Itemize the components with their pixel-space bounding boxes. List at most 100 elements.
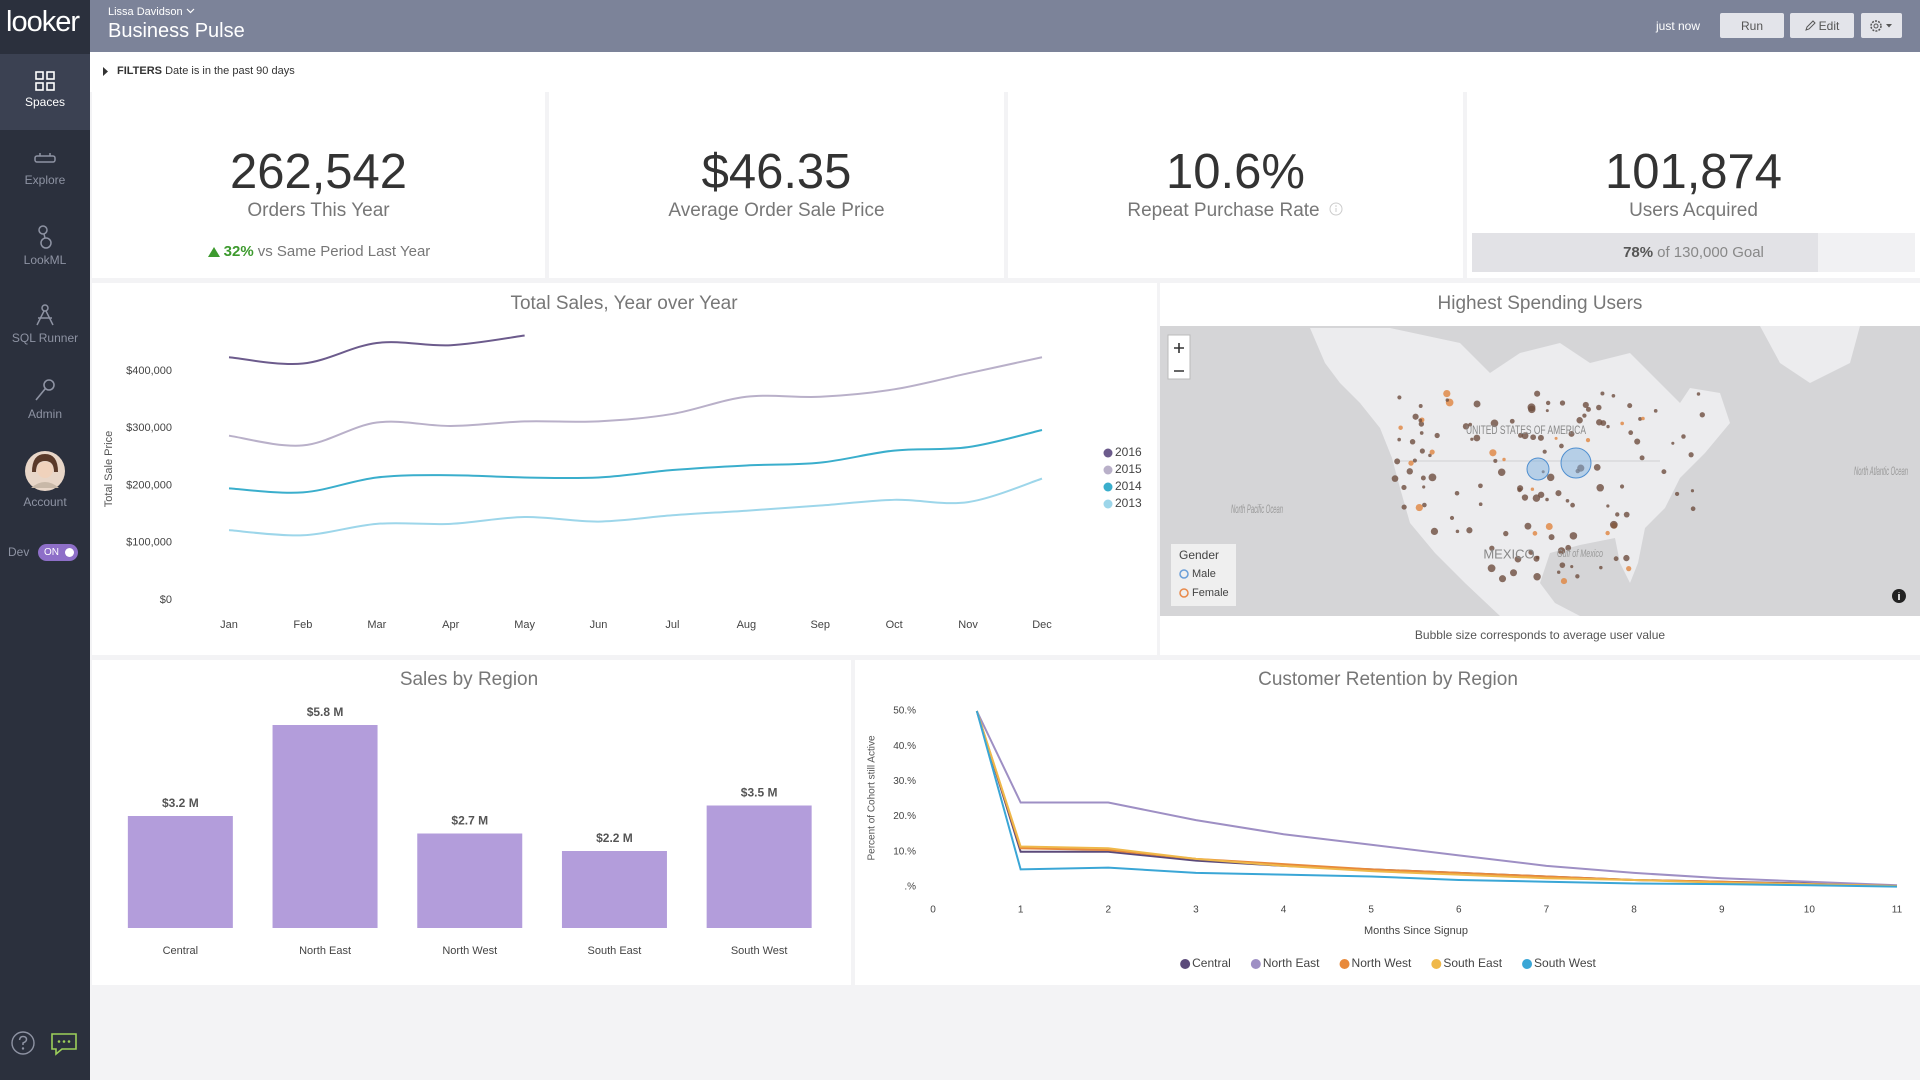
y-tick-label: .%	[904, 882, 916, 893]
map-point	[1502, 457, 1506, 462]
x-tick-label: May	[514, 619, 535, 631]
map-point	[1422, 485, 1426, 489]
legend-marker	[1250, 959, 1261, 969]
updated: just now	[1656, 19, 1701, 33]
y-axis-label: Percent of Cohort still Active	[867, 735, 878, 860]
x-tick-label: Central	[163, 945, 198, 957]
map-point	[1661, 469, 1667, 475]
edit-label: Edit	[1818, 18, 1840, 33]
map-point	[1398, 425, 1403, 430]
x-tick-label: Jul	[665, 619, 679, 631]
bar	[272, 725, 378, 928]
x-tick-label: Feb	[293, 619, 312, 631]
run-button[interactable]: Run	[1720, 13, 1784, 38]
map-point	[1401, 484, 1407, 491]
map-point	[1596, 484, 1604, 492]
map-point	[1557, 547, 1566, 555]
map-point	[1468, 422, 1473, 427]
map-point	[1639, 455, 1645, 461]
map-point	[1628, 430, 1634, 436]
x-tick-label: 8	[1631, 905, 1637, 916]
map-point	[1473, 434, 1481, 442]
x-tick-label: 4	[1281, 905, 1287, 916]
map[interactable]: Highest Spending Users UNITED STATES OF …	[1160, 283, 1920, 655]
map-point	[1532, 494, 1541, 502]
map-tile: Highest Spending Users UNITED STATES OF …	[1160, 283, 1920, 655]
chat-icon[interactable]	[50, 1032, 78, 1056]
legend-label: 2015	[1115, 462, 1142, 476]
series-line	[228, 428, 1043, 494]
help-icon[interactable]	[10, 1030, 36, 1056]
map-point	[1559, 443, 1564, 449]
map-point	[1524, 522, 1532, 530]
map-points	[1391, 389, 1705, 585]
map-point	[1443, 389, 1451, 398]
land	[1310, 328, 1730, 616]
map-point	[1537, 434, 1544, 441]
map-point	[1568, 430, 1575, 437]
value-label: $3.2 M	[162, 796, 199, 810]
kpi-value: 262,542	[229, 145, 408, 199]
pencil-icon	[1804, 20, 1816, 31]
map-point	[1530, 434, 1537, 441]
map-point	[1611, 393, 1616, 398]
y-tick-label: $300,000	[126, 422, 172, 434]
map-point	[1605, 530, 1610, 536]
map-point	[1509, 418, 1515, 424]
expand-arrow	[103, 67, 108, 76]
legend-marker	[1103, 448, 1113, 458]
map-point	[1397, 437, 1401, 442]
edit-button[interactable]: Edit	[1790, 13, 1854, 38]
map-point	[1623, 511, 1630, 518]
map-label: Gulf of Mexico	[1557, 548, 1603, 560]
chart-title: Total Sales, Year over Year	[510, 293, 738, 314]
nav-explore[interactable]: Explore	[0, 150, 90, 187]
map-point	[1596, 404, 1602, 411]
x-tick-label: South East	[588, 945, 642, 957]
dashboard-title: Business Pulse	[108, 20, 245, 42]
y-tick-label: 50.%	[893, 706, 916, 717]
map-point	[1455, 529, 1460, 534]
dev-toggle[interactable]: ON	[38, 544, 78, 561]
info-icon[interactable]	[1328, 201, 1344, 217]
zoom-control[interactable]	[1167, 334, 1191, 380]
kpi-tile: 10.6% Repeat Purchase Rate	[1008, 92, 1463, 278]
map-point	[1609, 520, 1618, 529]
legend-title: Gender	[1179, 548, 1219, 562]
legend-label: 2014	[1115, 479, 1142, 493]
map-point	[1690, 489, 1695, 493]
map-point	[1627, 403, 1633, 409]
map-point	[1473, 400, 1481, 408]
map-point	[1565, 544, 1572, 551]
nav-lookml[interactable]: LookML	[0, 224, 90, 267]
map-point	[1419, 448, 1425, 454]
filter-bar[interactable]: FILTERS Date is in the past 90 days	[90, 52, 1920, 92]
map-point	[1582, 413, 1587, 418]
map-point	[1690, 506, 1696, 512]
user-menu[interactable]: Lissa Davidson	[108, 6, 196, 18]
y-tick-label: $400,000	[126, 365, 172, 377]
legend-label: North West	[1352, 956, 1412, 970]
filter-text: Date is in the past 90 days	[165, 65, 295, 77]
nav-sql-runner[interactable]: SQL Runner	[0, 302, 90, 345]
nav-account[interactable]: Account	[0, 450, 90, 509]
legend-marker	[1180, 959, 1191, 969]
bubble	[1560, 447, 1592, 479]
settings-button[interactable]	[1861, 13, 1902, 38]
map-point	[1510, 569, 1518, 577]
map-point	[1626, 566, 1632, 572]
legend-label: Central	[1192, 956, 1231, 970]
map-point	[1545, 497, 1549, 502]
x-tick-label: Oct	[886, 619, 903, 631]
map-point	[1570, 565, 1574, 569]
legend-marker	[1522, 959, 1533, 969]
map-point	[1569, 532, 1578, 540]
logo[interactable]: looker	[6, 6, 80, 38]
map-point	[1429, 449, 1435, 455]
map-point	[1401, 504, 1407, 510]
label-text: Repeat Purchase Rate	[1127, 200, 1320, 221]
legend-label: 2013	[1115, 496, 1142, 510]
nav-spaces[interactable]: Spaces	[0, 54, 90, 130]
nav-admin[interactable]: Admin	[0, 378, 90, 421]
nav-label: Explore	[24, 173, 66, 187]
